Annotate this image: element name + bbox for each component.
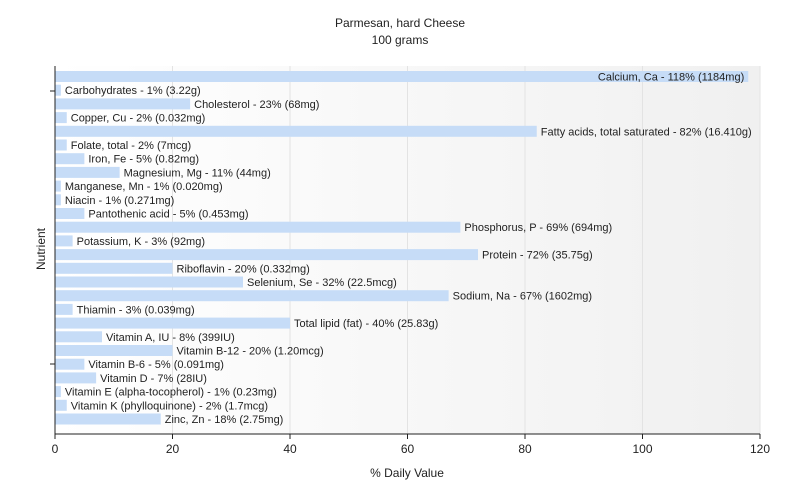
- bar: [55, 153, 85, 165]
- bar-value-label: Vitamin D - 7% (28IU): [100, 373, 207, 385]
- x-axis-ticks: 0 20 40 60 80 100 120: [52, 434, 770, 456]
- x-tick-label: 0: [52, 442, 59, 456]
- bar: [55, 112, 67, 124]
- bar: [55, 372, 97, 384]
- bar-value-label: Fatty acids, total saturated - 82% (16.4…: [541, 126, 752, 138]
- x-tick-label: 120: [750, 442, 770, 456]
- bar-value-label: Protein - 72% (35.75g): [482, 250, 593, 262]
- y-axis-ticks: [50, 90, 55, 365]
- bar: [55, 194, 61, 206]
- bar-value-label: Magnesium, Mg - 11% (44mg): [124, 167, 271, 179]
- bar-value-label: Phosphorus, P - 69% (694mg): [464, 222, 612, 234]
- bar: [55, 276, 243, 288]
- bar-value-label: Selenium, Se - 32% (22.5mcg): [247, 277, 397, 289]
- bar: [55, 71, 749, 82]
- bar: [55, 386, 61, 398]
- bar-value-label: Copper, Cu - 2% (0.032mg): [71, 113, 206, 125]
- bar: [55, 317, 290, 329]
- bar: [55, 290, 449, 302]
- bar: [55, 399, 67, 411]
- bar-value-label: Riboflavin - 20% (0.332mg): [177, 263, 310, 275]
- bar-value-label: Cholesterol - 23% (68mg): [194, 99, 319, 111]
- x-tick-label: 20: [166, 442, 180, 456]
- chart-title: Parmesan, hard Cheese: [335, 16, 465, 30]
- bar: [55, 235, 73, 247]
- bar-value-label: Thiamin - 3% (0.039mg): [77, 304, 195, 316]
- x-tick-label: 100: [632, 442, 652, 456]
- bar: [55, 125, 537, 137]
- x-axis-label: % Daily Value: [370, 466, 444, 480]
- bar-value-label: Manganese, Mn - 1% (0.020mg): [65, 181, 223, 193]
- bar-value-label: Vitamin A, IU - 8% (399IU): [106, 332, 235, 344]
- x-tick-label: 40: [283, 442, 297, 456]
- bar-value-label: Vitamin K (phylloquinone) - 2% (1.7mcg): [71, 400, 268, 412]
- bar: [55, 303, 73, 315]
- bar: [55, 180, 61, 192]
- bar-value-label: Calcium, Ca - 118% (1184mg): [598, 72, 744, 84]
- bar-value-label: Vitamin B-6 - 5% (0.091mg): [88, 359, 224, 371]
- bar-value-label: Folate, total - 2% (7mcg): [71, 140, 191, 152]
- bar-value-label: Niacin - 1% (0.271mg): [65, 195, 174, 207]
- bar: [55, 249, 478, 261]
- bar-value-label: Pantothenic acid - 5% (0.453mg): [88, 209, 248, 221]
- bar: [55, 413, 161, 425]
- bar: [55, 98, 191, 110]
- bar: [55, 84, 61, 96]
- bar-value-label: Zinc, Zn - 18% (2.75mg): [165, 414, 284, 426]
- bars-group: Calcium, Ca - 118% (1184mg) Carbohydrates…: [55, 71, 752, 426]
- bar-value-label: Sodium, Na - 67% (1602mg): [453, 291, 592, 303]
- bar: [55, 262, 173, 274]
- bar-value-label: Vitamin E (alpha-tocopherol) - 1% (0.23m…: [65, 387, 277, 399]
- bar-value-label: Total lipid (fat) - 40% (25.83g): [294, 318, 438, 330]
- bar: [55, 331, 102, 343]
- bar-value-label: Potassium, K - 3% (92mg): [77, 236, 205, 248]
- bar: [55, 221, 461, 233]
- bar-value-label: Vitamin B-12 - 20% (1.20mcg): [177, 346, 324, 358]
- bar-value-label: Iron, Fe - 5% (0.82mg): [88, 154, 199, 166]
- y-axis-label: Nutrient: [34, 227, 48, 270]
- bar: [55, 345, 173, 356]
- bar-value-label: Carbohydrates - 1% (3.22g): [65, 85, 201, 97]
- chart-subtitle: 100 grams: [372, 33, 429, 47]
- x-tick-label: 60: [401, 442, 415, 456]
- bar: [55, 139, 67, 151]
- bar: [55, 358, 85, 370]
- bar: [55, 208, 85, 219]
- bar: [55, 166, 120, 178]
- x-tick-label: 80: [518, 442, 532, 456]
